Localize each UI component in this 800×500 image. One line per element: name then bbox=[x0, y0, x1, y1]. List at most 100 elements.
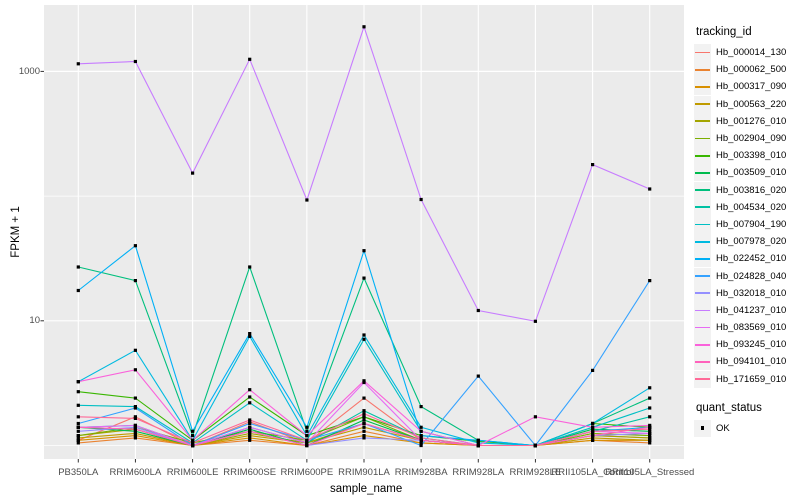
data-point bbox=[362, 421, 366, 426]
legend-item-label: Hb_000317_090 bbox=[716, 81, 787, 93]
legend-item-label: Hb_171659_010 bbox=[716, 373, 787, 385]
legend-item-label: Hb_007904_190 bbox=[716, 218, 787, 230]
legend-key bbox=[694, 130, 711, 148]
legend-key bbox=[694, 61, 711, 79]
data-point bbox=[76, 403, 80, 407]
legend-item: Hb_032018_010 bbox=[694, 284, 800, 302]
series-color-line-icon bbox=[695, 309, 710, 312]
data-point bbox=[362, 380, 366, 385]
data-point bbox=[76, 288, 80, 293]
x-tick-label: RRII105LA_Stressed bbox=[605, 467, 695, 478]
legend-item: Hb_003509_010 bbox=[694, 164, 800, 182]
legend-item-label: Hb_093245_010 bbox=[716, 339, 787, 351]
data-point bbox=[76, 62, 80, 66]
series-color-line-icon bbox=[695, 51, 710, 54]
data-point bbox=[476, 374, 480, 378]
legend-key bbox=[694, 164, 711, 182]
data-point bbox=[76, 390, 80, 394]
legend-item-label: Hb_022452_010 bbox=[716, 253, 787, 265]
legend-key bbox=[694, 215, 711, 233]
legend-key bbox=[694, 233, 711, 251]
data-point bbox=[648, 425, 652, 429]
y-tick-label: 1000 bbox=[18, 65, 40, 77]
data-point bbox=[133, 279, 137, 283]
legend-item: Hb_007904_190 bbox=[694, 215, 800, 233]
data-point bbox=[76, 441, 80, 445]
legend-key bbox=[694, 336, 711, 354]
data-point bbox=[591, 421, 595, 426]
x-tick-label: RRIM600LA bbox=[109, 467, 162, 478]
data-point bbox=[591, 427, 595, 431]
data-point bbox=[248, 436, 252, 440]
data-point bbox=[191, 429, 195, 433]
data-point bbox=[248, 421, 252, 426]
data-point bbox=[648, 279, 652, 283]
data-point bbox=[248, 57, 252, 61]
data-point bbox=[248, 395, 252, 399]
legend-key bbox=[694, 112, 711, 130]
legend-item: Hb_003816_020 bbox=[694, 181, 800, 199]
data-point bbox=[133, 436, 137, 440]
legend-item: Hb_000317_090 bbox=[694, 78, 800, 96]
data-point bbox=[133, 431, 137, 435]
data-point bbox=[248, 265, 252, 269]
legend-item-label: OK bbox=[716, 422, 730, 434]
x-axis-title: sample_name bbox=[330, 483, 403, 495]
data-point bbox=[133, 244, 137, 248]
x-tick-label: PB350LA bbox=[58, 467, 99, 478]
data-point bbox=[362, 276, 366, 280]
data-point bbox=[305, 443, 309, 448]
data-point bbox=[305, 438, 309, 442]
legend-key bbox=[694, 44, 711, 62]
data-point bbox=[648, 187, 652, 191]
legend-item-label: Hb_024828_040 bbox=[716, 270, 787, 282]
series-color-line-icon bbox=[695, 189, 710, 191]
data-point bbox=[76, 265, 80, 269]
x-tick-label: RRIM928LE bbox=[509, 467, 562, 478]
data-point bbox=[362, 429, 366, 433]
legend-key bbox=[694, 95, 711, 113]
data-point bbox=[476, 308, 480, 313]
data-point bbox=[419, 443, 423, 448]
data-point bbox=[191, 443, 195, 448]
data-point bbox=[648, 396, 652, 400]
legend-item: Hb_094101_010 bbox=[694, 353, 800, 371]
data-point bbox=[362, 249, 366, 253]
legend-item-label: Hb_003816_020 bbox=[716, 184, 787, 196]
legend-key bbox=[694, 147, 711, 165]
legend-item: Hb_041237_010 bbox=[694, 301, 800, 319]
data-point bbox=[419, 425, 423, 429]
data-point bbox=[305, 429, 309, 433]
series-color-line-icon bbox=[695, 172, 710, 174]
series-color-line-icon bbox=[695, 292, 710, 295]
series-color-line-icon bbox=[695, 154, 710, 157]
data-point bbox=[76, 436, 80, 440]
series-color-line-icon bbox=[695, 257, 710, 260]
legend-key bbox=[694, 250, 711, 268]
data-point bbox=[362, 412, 366, 416]
legend-item: Hb_000062_500 bbox=[694, 61, 800, 79]
data-point bbox=[248, 434, 252, 438]
legend-item: Hb_007978_020 bbox=[694, 233, 800, 251]
data-point bbox=[305, 441, 309, 445]
data-point bbox=[191, 434, 195, 438]
legend-key bbox=[694, 419, 711, 437]
data-point bbox=[362, 25, 366, 29]
data-point bbox=[362, 409, 366, 413]
data-point bbox=[248, 438, 252, 442]
data-point bbox=[591, 431, 595, 435]
data-point bbox=[591, 434, 595, 438]
data-point bbox=[76, 380, 80, 384]
data-point bbox=[591, 429, 595, 433]
series-color-line-icon bbox=[695, 86, 710, 88]
data-point bbox=[476, 443, 480, 448]
data-point bbox=[648, 438, 652, 442]
legend-item-label: Hb_083569_010 bbox=[716, 322, 787, 334]
x-tick-label: RRIM928LA bbox=[452, 467, 505, 478]
data-point bbox=[648, 436, 652, 440]
legend-item-label: Hb_003509_010 bbox=[716, 167, 787, 179]
y-tick-label: 10 bbox=[29, 315, 40, 327]
data-point bbox=[648, 406, 652, 410]
data-point bbox=[591, 163, 595, 167]
data-point bbox=[133, 423, 137, 427]
